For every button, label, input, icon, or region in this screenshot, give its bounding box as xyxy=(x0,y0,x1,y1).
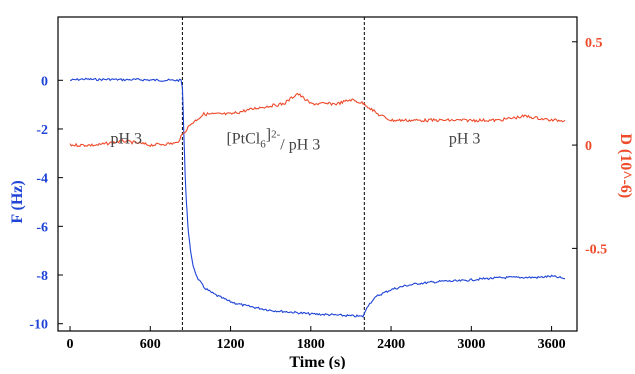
plot-frame xyxy=(57,16,578,332)
region-label-2: [PtCl6]2-/ pH 3 xyxy=(226,127,320,154)
y-tick-label: -6 xyxy=(36,220,48,235)
region-label-part: 6 xyxy=(260,139,266,151)
y2-axis-title: D (10^-6) xyxy=(617,133,634,198)
y-tick-label: -2 xyxy=(36,123,48,138)
y-tick-label: -4 xyxy=(36,172,48,187)
region-label-1: pH 3 xyxy=(110,131,142,148)
y-tick-label: 0 xyxy=(41,74,48,89)
region-label-part: ] xyxy=(266,127,271,144)
dissipation-series-line xyxy=(69,92,566,148)
x-tick-label: 0 xyxy=(67,337,74,352)
x-tick-label: 2400 xyxy=(377,337,405,352)
frequency-series-line xyxy=(70,77,566,318)
y2-tick-label: 0.5 xyxy=(585,36,603,51)
y-tick-label: -8 xyxy=(36,269,48,284)
region-label-3: pH 3 xyxy=(449,131,481,148)
x-tick-label: 600 xyxy=(140,337,161,352)
x-tick-label: 1200 xyxy=(217,337,245,352)
x-tick-label: 1800 xyxy=(297,337,325,352)
x-axis-title: Time (s) xyxy=(289,354,345,369)
region-label-part: / pH 3 xyxy=(280,137,320,154)
y2-tick-label: -0.5 xyxy=(585,242,607,257)
region-label-part: 2- xyxy=(271,129,281,141)
y2-tick-label: 0 xyxy=(585,139,592,154)
x-tick-label: 3600 xyxy=(538,337,566,352)
y-tick-label: -10 xyxy=(29,318,48,333)
x-tick-label: 3000 xyxy=(457,337,485,352)
y-axis-title: F (Hz) xyxy=(9,180,26,223)
region-label-part: [PtCl xyxy=(226,131,260,148)
